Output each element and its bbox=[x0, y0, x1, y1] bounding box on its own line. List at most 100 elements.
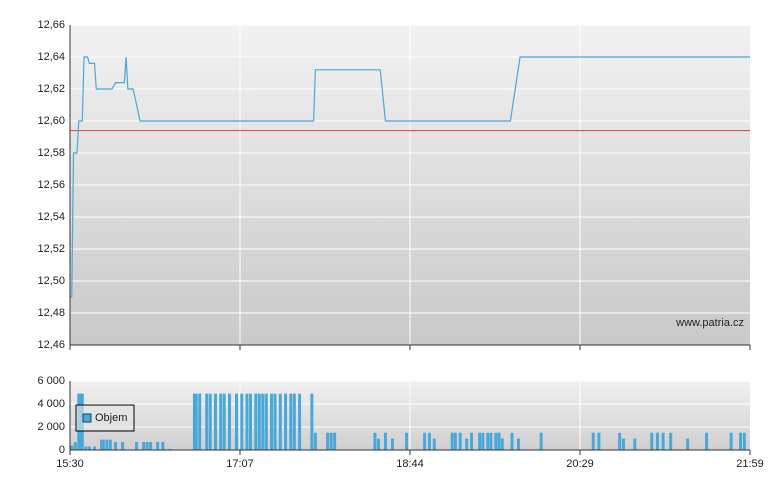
y-tick-label: 12,48 bbox=[37, 307, 65, 319]
volume-bar bbox=[591, 432, 595, 450]
volume-bar bbox=[135, 441, 139, 450]
volume-bar bbox=[222, 393, 226, 450]
volume-bar bbox=[450, 432, 454, 450]
volume-bar bbox=[298, 393, 302, 450]
volume-bar bbox=[481, 432, 485, 450]
volume-bar bbox=[729, 432, 733, 450]
volume-bar bbox=[500, 438, 504, 450]
y-tick-label: 4 000 bbox=[37, 398, 65, 410]
volume-bar bbox=[219, 393, 223, 450]
y-tick-label: 12,66 bbox=[37, 19, 65, 31]
volume-bar bbox=[516, 438, 520, 450]
y-tick-label: 12,46 bbox=[37, 339, 65, 351]
volume-bar bbox=[597, 432, 601, 450]
volume-bar bbox=[161, 441, 165, 450]
volume-bar bbox=[427, 432, 431, 450]
volume-bar bbox=[661, 432, 665, 450]
volume-bar bbox=[149, 441, 153, 450]
volume-bar bbox=[383, 432, 387, 450]
y-tick-label: 12,50 bbox=[37, 275, 65, 287]
legend-swatch bbox=[82, 413, 92, 423]
volume-bar bbox=[105, 439, 109, 450]
volume-bar bbox=[156, 441, 160, 450]
y-tick-label: 12,64 bbox=[37, 51, 65, 63]
volume-bar bbox=[326, 432, 330, 450]
volume-bar bbox=[705, 432, 709, 450]
volume-bar bbox=[470, 432, 474, 450]
volume-bar bbox=[87, 446, 91, 450]
volume-bar bbox=[494, 432, 498, 450]
y-tick-label: 12,58 bbox=[37, 147, 65, 159]
volume-bar bbox=[213, 393, 217, 450]
volume-bar bbox=[497, 432, 501, 450]
y-tick-label: 12,62 bbox=[37, 83, 65, 95]
price-line bbox=[70, 56, 750, 298]
volume-bar bbox=[333, 432, 337, 450]
volume-bar bbox=[423, 432, 427, 450]
x-tick-label: 18:44 bbox=[396, 458, 424, 470]
volume-bar bbox=[633, 438, 637, 450]
volume-bar bbox=[310, 393, 314, 450]
volume-bar bbox=[486, 432, 490, 450]
volume-bar bbox=[198, 393, 202, 450]
volume-bar bbox=[145, 441, 149, 450]
volume-bar bbox=[655, 432, 659, 450]
volume-bar bbox=[205, 393, 209, 450]
volume-bar bbox=[273, 393, 277, 450]
volume-bar bbox=[458, 432, 462, 450]
volume-bar bbox=[313, 432, 317, 450]
volume-bar bbox=[208, 393, 212, 450]
volume-bar bbox=[650, 432, 654, 450]
y-tick-label: 2 000 bbox=[37, 421, 65, 433]
volume-bar bbox=[686, 438, 690, 450]
volume-bar bbox=[108, 439, 112, 450]
y-tick-label: 12,56 bbox=[37, 179, 65, 191]
volume-bar bbox=[284, 393, 288, 450]
volume-bar bbox=[194, 393, 198, 450]
volume-bar bbox=[669, 432, 673, 450]
volume-bar bbox=[240, 393, 244, 450]
volume-bar bbox=[227, 393, 231, 450]
y-tick-label: 12,60 bbox=[37, 115, 65, 127]
volume-bar bbox=[84, 446, 88, 450]
volume-bar bbox=[192, 393, 196, 450]
volume-bar bbox=[257, 393, 261, 450]
volume-bar bbox=[489, 432, 493, 450]
volume-bar bbox=[100, 439, 104, 450]
volume-bar bbox=[114, 441, 118, 450]
y-tick-label: 12,52 bbox=[37, 243, 65, 255]
volume-bar bbox=[404, 432, 408, 450]
volume-bar bbox=[621, 438, 625, 450]
volume-bar bbox=[373, 432, 377, 450]
volume-bar bbox=[142, 441, 146, 450]
volume-bar bbox=[168, 448, 172, 450]
volume-bar bbox=[329, 432, 333, 450]
volume-bar bbox=[390, 438, 394, 450]
volume-bar bbox=[93, 446, 97, 450]
volume-bar bbox=[539, 432, 543, 450]
legend-label: Objem bbox=[95, 412, 127, 424]
volume-bar bbox=[739, 432, 743, 450]
x-tick-label: 20:29 bbox=[566, 458, 594, 470]
volume-bar bbox=[510, 432, 514, 450]
x-tick-label: 15:30 bbox=[56, 458, 84, 470]
volume-bar bbox=[289, 393, 293, 450]
volume-bar bbox=[453, 432, 457, 450]
volume-bar bbox=[465, 438, 469, 450]
volume-bar bbox=[432, 438, 436, 450]
volume-bar bbox=[73, 441, 77, 450]
volume-bar bbox=[234, 393, 238, 450]
volume-bar bbox=[245, 393, 249, 450]
volume-bar bbox=[121, 441, 125, 450]
volume-bar bbox=[618, 432, 622, 450]
y-tick-label: 12,54 bbox=[37, 211, 65, 223]
x-tick-label: 21:59 bbox=[736, 458, 764, 470]
volume-bar bbox=[254, 393, 258, 450]
volume-bar bbox=[261, 393, 265, 450]
volume-bar bbox=[249, 393, 253, 450]
x-tick-label: 17:07 bbox=[226, 458, 254, 470]
volume-bar bbox=[376, 438, 380, 450]
y-tick-label: 0 bbox=[59, 444, 65, 456]
